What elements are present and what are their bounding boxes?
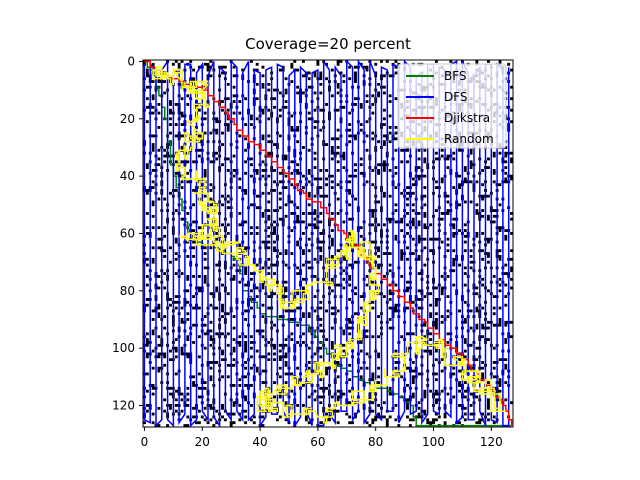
y-tick-label: 80 <box>120 284 135 298</box>
legend-label-dfs: DFS <box>444 90 468 104</box>
obstacle-cells <box>143 60 513 427</box>
x-tick-label: 100 <box>422 435 445 449</box>
y-tick-label: 120 <box>112 398 135 412</box>
chart-title: Coverage=20 percent <box>245 35 411 53</box>
series-random-line <box>152 66 506 424</box>
legend: BFS DFS Djikstra Random <box>397 63 507 149</box>
x-tick-label: 20 <box>195 435 210 449</box>
legend-label-bfs: BFS <box>444 69 467 83</box>
y-tick-label: 100 <box>112 341 135 355</box>
series-djikstra-line <box>144 60 513 426</box>
obstacle-grid <box>143 60 513 427</box>
legend-box <box>397 63 507 149</box>
x-tick-label: 80 <box>368 435 383 449</box>
series-dfs-line <box>143 60 510 427</box>
x-tick-label: 60 <box>310 435 325 449</box>
path-series <box>143 60 513 427</box>
x-tick-label: 120 <box>480 435 503 449</box>
plot-frame <box>142 59 514 428</box>
y-tick-label: 0 <box>127 54 135 68</box>
axis-ticks: 0 20 40 60 80 100 120 0 20 40 60 80 100 120 <box>112 54 503 449</box>
legend-label-djikstra: Djikstra <box>444 111 490 125</box>
legend-label-random: Random <box>444 132 494 146</box>
y-tick-label: 20 <box>120 112 135 126</box>
x-tick-label: 40 <box>252 435 267 449</box>
y-tick-label: 60 <box>120 226 135 240</box>
x-tick-label: 0 <box>141 435 149 449</box>
y-tick-label: 40 <box>120 169 135 183</box>
